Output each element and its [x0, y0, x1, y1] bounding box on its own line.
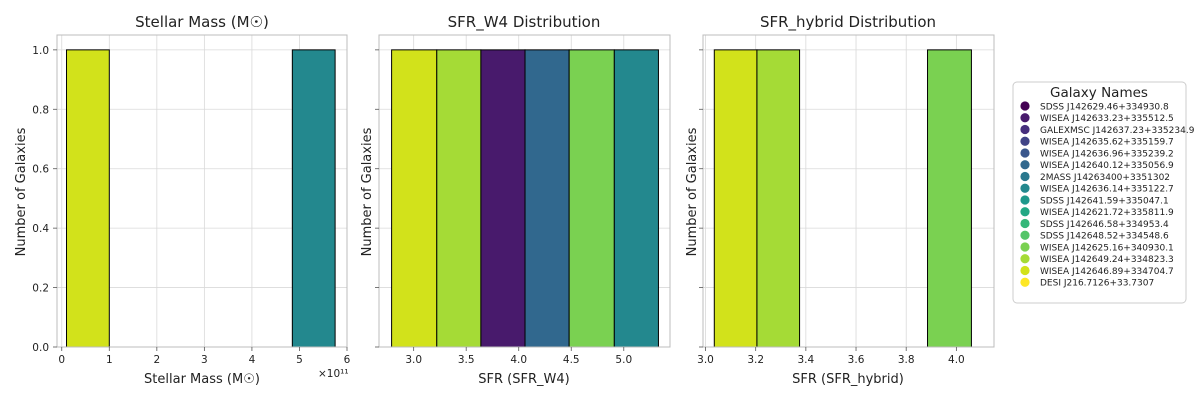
- legend-entry: DESI J216.7126+33.7307: [1040, 279, 1154, 289]
- histogram-bar: [391, 49, 438, 348]
- histogram-bar: [66, 49, 110, 348]
- x-tick-label: 0: [58, 354, 65, 366]
- legend-marker: [1020, 124, 1030, 135]
- legend-entry: WISEA J142625.16+340930.1: [1040, 243, 1174, 253]
- legend-entry: WISEA J142633.23+335512.5: [1040, 114, 1174, 124]
- legend-entry: SDSS J142648.52+334548.6: [1040, 232, 1169, 242]
- y-axis-label: Number of Galaxies: [685, 127, 700, 256]
- histogram-bar: [524, 49, 570, 348]
- x-tick-label: 3.4: [798, 354, 815, 366]
- y-tick-label: 0.2: [32, 283, 49, 295]
- x-tick-label: 3: [201, 354, 208, 366]
- y-tick-label: 0.6: [32, 164, 49, 176]
- histogram-bar: [291, 49, 336, 348]
- legend-frame: [1012, 81, 1187, 304]
- chart-title: SFR_hybrid Distribution: [760, 13, 936, 32]
- legend-entry: WISEA J142640.12+335056.9: [1040, 161, 1174, 171]
- x-tick-label: 3.2: [747, 354, 764, 366]
- chart-title: SFR_W4 Distribution: [448, 13, 601, 32]
- x-tick-label: 3.8: [898, 354, 915, 366]
- x-tick-label: 4: [249, 354, 256, 366]
- x-axis-label: SFR (SFR_W4): [478, 372, 569, 387]
- legend-marker: [1020, 254, 1030, 264]
- x-tick-label: 3.0: [405, 354, 422, 366]
- x-tick-label: 5.0: [615, 354, 632, 366]
- legend: Galaxy Names SDSS J142629.46+334930.8 WIS…: [1012, 81, 1195, 304]
- histogram-bar: [436, 49, 482, 348]
- x-tick-label: 4.0: [948, 354, 965, 366]
- x-tick-label: 2: [153, 354, 160, 366]
- legend-marker: [1020, 207, 1030, 217]
- legend-marker: [1020, 113, 1030, 123]
- legend-entry: WISEA J142635.62+335159.7: [1040, 138, 1174, 148]
- histogram-bar: [927, 49, 972, 348]
- y-tick-label: 1.0: [32, 45, 49, 57]
- y-axis-label: Number of Galaxies: [360, 127, 375, 256]
- y-tick-label: 0.8: [32, 104, 49, 116]
- legend-marker: [1020, 148, 1030, 158]
- axes-frame: [378, 34, 671, 348]
- legend-marker: [1020, 265, 1030, 276]
- legend-entry: WISEA J142621.72+335811.9: [1040, 208, 1174, 218]
- legend-entry: 2MASS J14263400+3351302: [1040, 173, 1170, 183]
- plot-area: 3.0 3.5 4.0 4.5 5.0: [375, 34, 671, 366]
- x-tick-label: 1: [106, 354, 113, 366]
- legend-marker: [1020, 277, 1030, 287]
- y-tick-label: 0.4: [32, 223, 49, 235]
- legend-entry: WISEA J142636.96+335239.2: [1040, 149, 1174, 159]
- legend-entry: WISEA J142636.14+335122.7: [1040, 185, 1174, 195]
- legend-title: Galaxy Names: [1050, 85, 1148, 101]
- x-tick-label: 6: [344, 354, 351, 366]
- stellar-mass-panel: 0 1 2 3 4 5 6 0.0 0.2 0.4 0.6 0.8 1.0 Stellar Mass (…: [14, 13, 351, 387]
- plot-area: 0 1 2 3 4 5 6 0.0 0.2 0.4 0.6 0.8 1.0: [32, 34, 351, 366]
- chart-title: Stellar Mass (M☉): [135, 13, 269, 31]
- x-tick-label: 5: [296, 354, 303, 366]
- legend-marker: [1020, 183, 1030, 193]
- legend-marker: [1020, 160, 1030, 170]
- sfr-hybrid-panel: 3.0 3.2 3.4 3.6 3.8 4.0 SFR_hybrid Distributi…: [685, 13, 995, 387]
- x-tick-label: 4.0: [510, 354, 527, 366]
- legend-entry: SDSS J142641.59+335047.1: [1040, 196, 1169, 206]
- histogram-bar: [568, 49, 615, 348]
- legend-marker: [1020, 136, 1030, 146]
- plot-area: 3.0 3.2 3.4 3.6 3.8 4.0: [697, 34, 995, 366]
- histogram-bar: [713, 49, 758, 348]
- legend-entry: SDSS J142629.46+334930.8: [1040, 102, 1169, 112]
- legend-marker: [1020, 195, 1030, 205]
- x-tick-label: 3.5: [458, 354, 475, 366]
- x-scale-label: ×10¹¹: [318, 368, 349, 380]
- x-axis-label: Stellar Mass (M☉): [144, 372, 260, 387]
- x-axis-label: SFR (SFR_hybrid): [792, 372, 904, 387]
- axes-frame: [56, 34, 348, 348]
- legend-entry: WISEA J142646.89+334704.7: [1040, 267, 1174, 277]
- histogram-bar: [756, 49, 801, 348]
- legend-marker: [1020, 171, 1030, 182]
- legend-marker: [1020, 218, 1030, 229]
- x-tick-label: 3.0: [697, 354, 714, 366]
- x-tick-label: 3.6: [848, 354, 865, 366]
- legend-entry: WISEA J142649.24+334823.3: [1040, 255, 1174, 265]
- histogram-bar: [480, 49, 526, 348]
- x-tick-label: 4.5: [563, 354, 580, 366]
- legend-marker: [1020, 230, 1030, 240]
- legend-entry: GALEXMSC J142637.23+335234.9: [1040, 126, 1195, 136]
- axes-frame: [702, 34, 995, 348]
- y-axis-label: Number of Galaxies: [14, 127, 29, 256]
- legend-marker: [1020, 101, 1030, 111]
- legend-marker: [1020, 242, 1030, 252]
- sfr-w4-panel: 3.0 3.5 4.0 4.5 5.0 SFR_W4 Distribution SFR …: [360, 13, 671, 387]
- y-tick-label: 0.0: [32, 342, 49, 354]
- legend-entry: SDSS J142646.58+334953.4: [1040, 220, 1169, 230]
- histogram-bar: [613, 49, 659, 348]
